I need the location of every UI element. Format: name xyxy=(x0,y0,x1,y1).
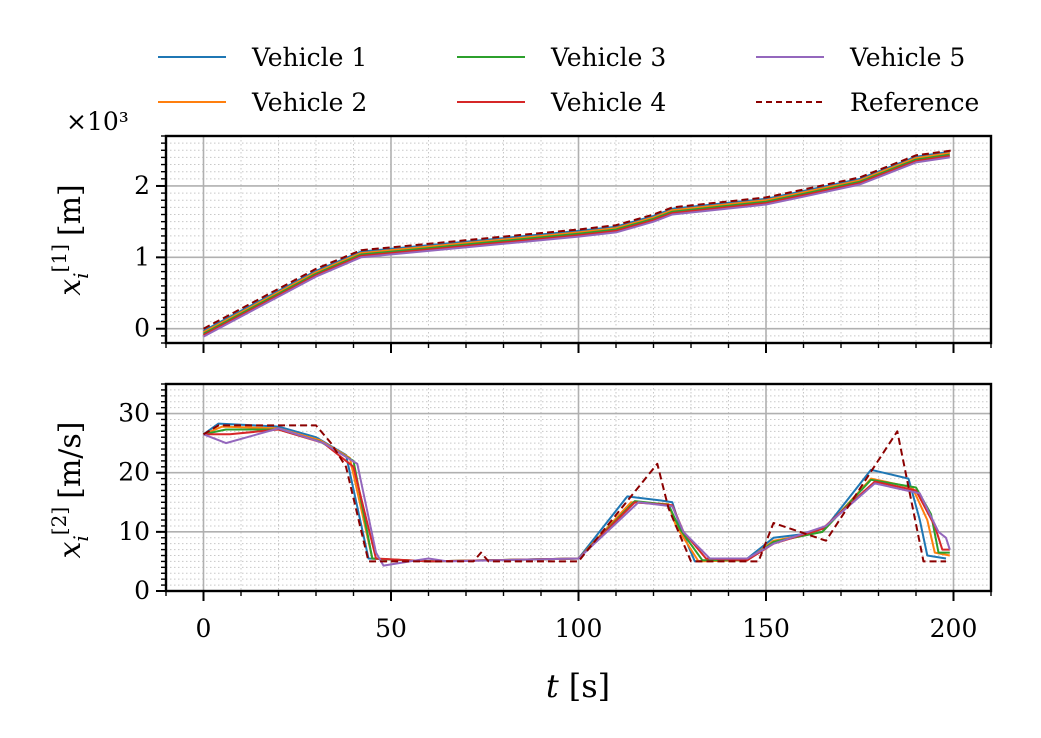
position-y-tick-label: 0 xyxy=(134,314,150,343)
legend-label-reference: Reference xyxy=(850,88,979,117)
legend-item-vehicle-1: Vehicle 1 xyxy=(158,43,367,72)
velocity-subplot: 0 50 100 150 200 0 10 20 30 xi[2] [m/s] t [s] xyxy=(47,382,993,705)
position-ticks: 0 1 2 xyxy=(134,135,992,353)
position-series-vehicle-3 xyxy=(203,153,950,335)
position-offset-label: ×10³ xyxy=(66,107,129,136)
velocity-ylabel-unit: [m/s] xyxy=(53,421,88,498)
position-subplot: 0 1 2 ×10³ xi[1] [m] xyxy=(47,107,993,353)
x-axis-title-unit: [s] xyxy=(569,667,610,705)
position-y-tick-label: 1 xyxy=(134,242,150,271)
velocity-series-reference xyxy=(202,424,946,563)
velocity-series xyxy=(202,422,951,567)
velocity-x-tick-label: 0 xyxy=(196,614,212,643)
velocity-y-tick-label: 20 xyxy=(118,458,150,487)
velocity-ylabel-symbol: x xyxy=(53,542,88,559)
x-axis-title: t [s] xyxy=(546,667,610,705)
legend-label-vehicle-5: Vehicle 5 xyxy=(849,43,965,72)
position-ylabel: xi[1] [m] xyxy=(47,184,93,296)
velocity-x-tick-label: 50 xyxy=(375,614,407,643)
position-series xyxy=(203,149,954,338)
position-ylabel-symbol: x xyxy=(53,279,88,296)
position-ylabel-sup: [1] xyxy=(47,244,71,272)
velocity-series-vehicle-2 xyxy=(203,425,950,563)
position-y-tick-label: 2 xyxy=(134,171,150,200)
velocity-x-tick-label: 100 xyxy=(555,614,603,643)
legend-label-vehicle-3: Vehicle 3 xyxy=(550,43,666,72)
position-ylabel-sub: i xyxy=(69,272,93,278)
position-ylabel-unit: [m] xyxy=(53,184,88,236)
position-series-vehicle-5 xyxy=(203,156,950,338)
velocity-ylabel: xi[2] [m/s] xyxy=(47,421,93,558)
position-grid xyxy=(165,135,992,344)
velocity-series-vehicle-1 xyxy=(202,422,947,563)
position-series-vehicle-4 xyxy=(203,155,950,336)
velocity-y-tick-label: 10 xyxy=(118,517,150,546)
position-series-vehicle-1 xyxy=(203,150,950,332)
velocity-ticks: 0 50 100 150 200 0 10 20 30 xyxy=(118,383,992,643)
x-axis-title-symbol: t xyxy=(546,667,559,705)
position-series-reference xyxy=(203,149,954,330)
legend: Vehicle 1 Vehicle 2 Vehicle 3 Vehicle 4 … xyxy=(158,43,979,117)
velocity-ylabel-sup: [2] xyxy=(47,507,71,535)
legend-item-vehicle-3: Vehicle 3 xyxy=(457,43,666,72)
velocity-x-tick-label: 150 xyxy=(742,614,790,643)
legend-item-reference: Reference xyxy=(756,88,979,117)
velocity-series-vehicle-5 xyxy=(203,427,951,567)
velocity-y-tick-label: 30 xyxy=(118,399,150,428)
legend-item-vehicle-4: Vehicle 4 xyxy=(457,88,666,117)
velocity-x-tick-label: 200 xyxy=(930,614,978,643)
legend-label-vehicle-2: Vehicle 2 xyxy=(251,88,367,117)
legend-label-vehicle-1: Vehicle 1 xyxy=(251,43,367,72)
velocity-y-tick-label: 0 xyxy=(134,576,150,605)
velocity-ylabel-sub: i xyxy=(69,535,93,541)
legend-label-vehicle-4: Vehicle 4 xyxy=(550,88,666,117)
legend-item-vehicle-2: Vehicle 2 xyxy=(158,88,367,117)
position-series-vehicle-2 xyxy=(203,152,950,334)
legend-item-vehicle-5: Vehicle 5 xyxy=(756,43,965,72)
